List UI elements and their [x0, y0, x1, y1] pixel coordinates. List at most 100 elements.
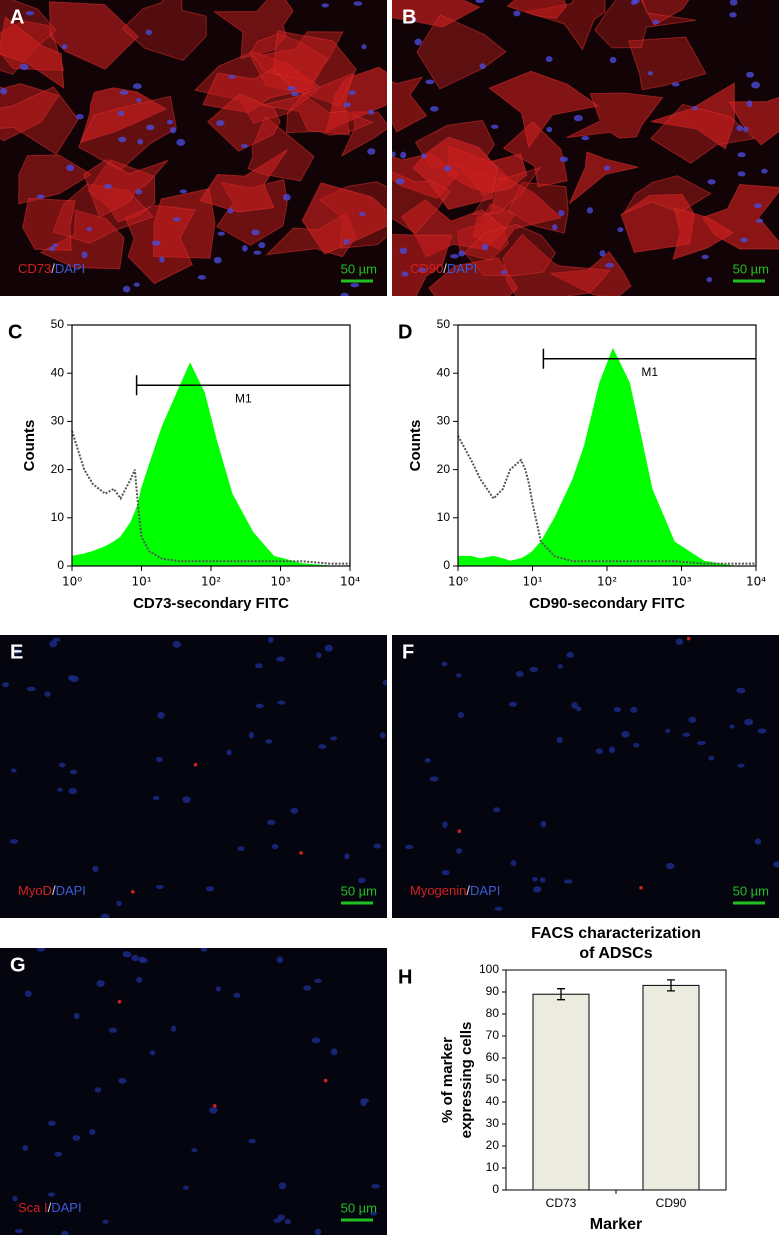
nucleus [707, 179, 716, 185]
nucleus [138, 956, 146, 963]
caption-stain: DAPI [470, 883, 500, 898]
y-tick-label: 0 [492, 1182, 499, 1196]
nucleus [746, 100, 753, 108]
nucleus [170, 1025, 177, 1032]
nucleus [267, 819, 276, 825]
nucleus [400, 151, 407, 159]
nucleus [392, 151, 396, 157]
nucleus [491, 124, 499, 129]
stained-cell [22, 197, 76, 251]
stained-cell [640, 0, 690, 27]
nucleus [545, 56, 553, 63]
nucleus [242, 245, 248, 252]
nucleus [340, 292, 349, 296]
nucleus [691, 106, 698, 111]
y-tick-label: 90 [486, 984, 500, 998]
caption-marker: Myogenin [410, 883, 466, 898]
nucleus [371, 1184, 381, 1189]
nucleus [122, 285, 131, 293]
nucleus [67, 675, 76, 681]
nucleus [191, 1147, 198, 1153]
y-tick-label: 40 [486, 1094, 500, 1108]
nucleus [546, 126, 553, 133]
nucleus [122, 951, 132, 958]
y-tick-label: 0 [57, 558, 64, 572]
red-spot [457, 829, 462, 834]
histogram-area [71, 362, 350, 567]
nucleus [52, 637, 61, 642]
nucleus [613, 707, 622, 713]
x-axis-label: CD73-secondary FITC [133, 595, 289, 612]
stained-cell [392, 171, 451, 235]
nucleus [182, 796, 191, 803]
caption-separator: / [466, 883, 470, 898]
scale-label: 50 µm [341, 261, 377, 276]
nucleus [96, 980, 105, 988]
caption-marker: MyoD [18, 883, 52, 898]
stained-cell [428, 257, 519, 296]
y-tick-label: 100 [479, 962, 499, 976]
gate-label: M1 [641, 365, 658, 379]
nucleus [258, 242, 266, 249]
nucleus [481, 243, 489, 251]
nucleus [251, 229, 260, 236]
nucleus [729, 724, 735, 729]
nucleus [248, 1138, 256, 1144]
nucleus [414, 38, 422, 46]
nucleus [552, 224, 558, 231]
caption-stain: DAPI [55, 261, 85, 276]
nucleus [533, 886, 542, 893]
y-tick-label: 60 [486, 1050, 500, 1064]
stained-cell [0, 16, 65, 90]
nucleus [370, 1211, 378, 1216]
caption-stain: DAPI [51, 1200, 81, 1215]
nucleus [510, 859, 517, 867]
nucleus [54, 1151, 63, 1157]
plot-frame [71, 324, 351, 567]
nucleus [450, 254, 459, 259]
nucleus [10, 768, 17, 773]
nucleus [399, 247, 408, 254]
nucleus [48, 246, 55, 252]
stained-cell [650, 103, 756, 164]
stained-cell [568, 151, 639, 205]
caption-separator: / [52, 883, 56, 898]
nucleus [343, 102, 352, 108]
red-spot [323, 1078, 328, 1083]
nucleus [200, 948, 208, 952]
nucleus [217, 231, 225, 236]
nucleus [276, 956, 284, 964]
nucleus [119, 90, 129, 95]
micrograph [392, 0, 779, 296]
nucleus [688, 716, 697, 723]
red-spot [117, 999, 122, 1004]
y-tick-label: 40 [51, 365, 65, 379]
stained-cell [48, 1, 139, 70]
gate-label: M1 [235, 391, 252, 405]
micrograph [0, 948, 387, 1235]
nucleus [324, 644, 333, 652]
nucleus [737, 152, 746, 158]
x-tick-label: 10¹ [522, 575, 542, 589]
panel-letter: H [398, 966, 412, 988]
micrograph [392, 635, 779, 918]
x-tick-label: CD90 [656, 1196, 687, 1210]
nucleus [401, 271, 409, 277]
nucleus [116, 900, 122, 907]
nucleus [216, 120, 225, 126]
nucleus [61, 1230, 69, 1235]
stained-cell [199, 148, 289, 213]
y-tick-label: 20 [51, 462, 65, 476]
x-axis-label: CD90-secondary FITC [529, 595, 685, 612]
nucleus [155, 884, 164, 890]
nucleus [609, 56, 617, 64]
histogram-area [457, 347, 756, 567]
nucleus [19, 63, 29, 71]
x-tick-label: 10³ [270, 575, 290, 589]
nucleus [729, 0, 738, 6]
nucleus [508, 701, 518, 707]
cells [2, 636, 387, 918]
nucleus [563, 879, 573, 884]
nucleus [227, 208, 234, 214]
